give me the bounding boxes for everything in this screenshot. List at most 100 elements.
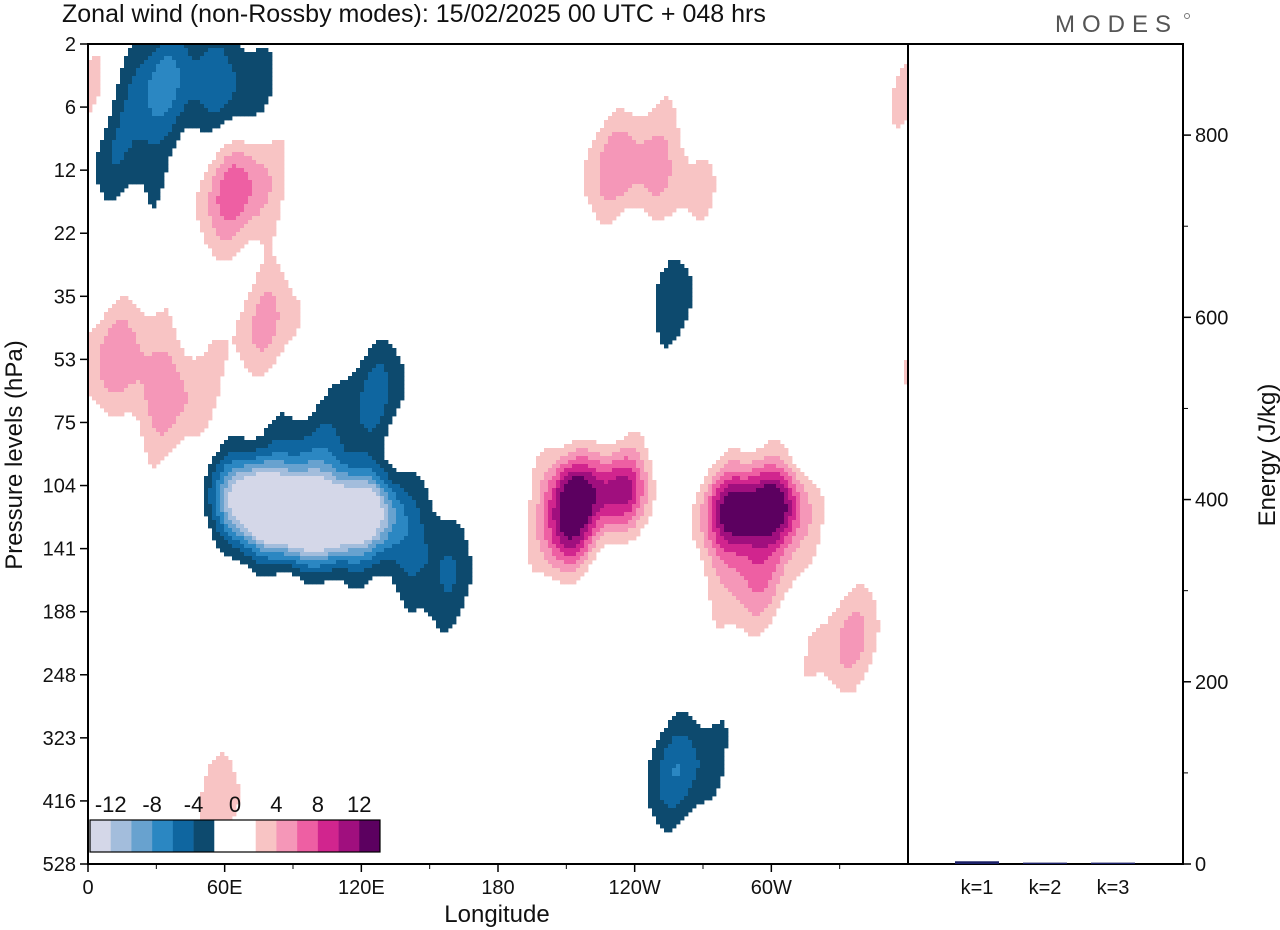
heatmap-cell: [192, 372, 197, 377]
heatmap-cell: [272, 172, 277, 177]
heatmap-cell: [176, 440, 181, 445]
heatmap-cell: [568, 456, 573, 461]
heatmap-cell: [224, 76, 229, 81]
heatmap-cell: [232, 76, 237, 81]
heatmap-cell: [636, 432, 641, 437]
heatmap-cell: [96, 356, 101, 361]
heatmap-cell: [328, 412, 333, 417]
heatmap-cell: [372, 396, 377, 401]
heatmap-cell: [572, 476, 577, 481]
heatmap-cell: [188, 356, 193, 361]
heatmap-cell: [248, 168, 253, 173]
heatmap-cell: [128, 100, 133, 105]
heatmap-cell: [104, 192, 109, 197]
heatmap-cell: [176, 108, 181, 113]
heatmap-cell: [172, 380, 177, 385]
heatmap-cell: [204, 396, 209, 401]
heatmap-cell: [280, 176, 285, 181]
heatmap-cell: [224, 172, 229, 177]
heatmap-cell: [156, 372, 161, 377]
heatmap-cell: [224, 60, 229, 65]
heatmap-cell: [164, 68, 169, 73]
heatmap-cell: [288, 332, 293, 337]
heatmap-cell: [268, 268, 273, 273]
heatmap-cell: [592, 464, 597, 469]
heatmap-cell: [364, 408, 369, 413]
heatmap-cell: [276, 444, 281, 449]
heatmap-cell: [92, 88, 97, 93]
heatmap-cell: [124, 388, 129, 393]
heatmap-cell: [104, 156, 109, 161]
heatmap-cell: [760, 456, 765, 461]
heatmap-cell: [232, 200, 237, 205]
heatmap-cell: [268, 476, 273, 481]
heatmap-cell: [116, 136, 121, 141]
heatmap-cell: [236, 160, 241, 165]
heatmap-cell: [740, 456, 745, 461]
heatmap-cell: [708, 188, 713, 193]
heatmap-cell: [608, 184, 613, 189]
heatmap-cell: [360, 456, 365, 461]
heatmap-cell: [676, 268, 681, 273]
heatmap-cell: [260, 288, 265, 293]
heatmap-cell: [264, 468, 269, 473]
heatmap-cell: [668, 148, 673, 153]
heatmap-cell: [348, 436, 353, 441]
heatmap-cell: [256, 100, 261, 105]
heatmap-cell: [184, 376, 189, 381]
heatmap-cell: [200, 356, 205, 361]
heatmap-cell: [132, 164, 137, 169]
heatmap-cell: [180, 52, 185, 57]
heatmap-cell: [156, 164, 161, 169]
heatmap-cell: [544, 452, 549, 457]
heatmap-cell: [284, 296, 289, 301]
heatmap-cell: [364, 396, 369, 401]
heatmap-cell: [216, 100, 221, 105]
heatmap-cell: [652, 208, 657, 213]
heatmap-cell: [224, 344, 229, 349]
heatmap-cell: [652, 212, 657, 217]
heatmap-cell: [288, 296, 293, 301]
heatmap-cell: [368, 448, 373, 453]
heatmap-cell: [144, 116, 149, 121]
heatmap-cell: [128, 148, 133, 153]
heatmap-cell: [252, 456, 257, 461]
heatmap-cell: [276, 264, 281, 269]
heatmap-cell: [252, 212, 257, 217]
heatmap-cell: [612, 132, 617, 137]
heatmap-cell: [672, 312, 677, 317]
heatmap-cell: [144, 448, 149, 453]
heatmap-cell: [152, 452, 157, 457]
heatmap-cell: [672, 304, 677, 309]
heatmap-cell: [244, 448, 249, 453]
heatmap-cell: [232, 340, 237, 345]
heatmap-cell: [192, 104, 197, 109]
heatmap-cell: [216, 108, 221, 113]
heatmap-cell: [240, 452, 245, 457]
heatmap-cell: [164, 160, 169, 165]
heatmap-cell: [392, 412, 397, 417]
heatmap-cell: [144, 368, 149, 373]
heatmap-cell: [608, 472, 613, 477]
heatmap-cell: [152, 436, 157, 441]
heatmap-cell: [208, 408, 213, 413]
heatmap-cell: [164, 352, 169, 357]
heatmap-cell: [288, 440, 293, 445]
heatmap-cell: [236, 168, 241, 173]
heatmap-cell: [112, 348, 117, 353]
heatmap-cell: [260, 60, 265, 65]
heatmap-cell: [636, 176, 641, 181]
heatmap-cell: [196, 420, 201, 425]
heatmap-cell: [780, 460, 785, 465]
heatmap-cell: [164, 332, 169, 337]
heatmap-cell: [288, 324, 293, 329]
heatmap-cell: [576, 464, 581, 469]
heatmap-cell: [272, 468, 277, 473]
heatmap-cell: [336, 396, 341, 401]
heatmap-cell: [284, 308, 289, 313]
heatmap-cell: [904, 100, 908, 105]
heatmap-cell: [608, 152, 613, 157]
heatmap-cell: [300, 432, 305, 437]
heatmap-cell: [564, 444, 569, 449]
heatmap-cell: [128, 364, 133, 369]
